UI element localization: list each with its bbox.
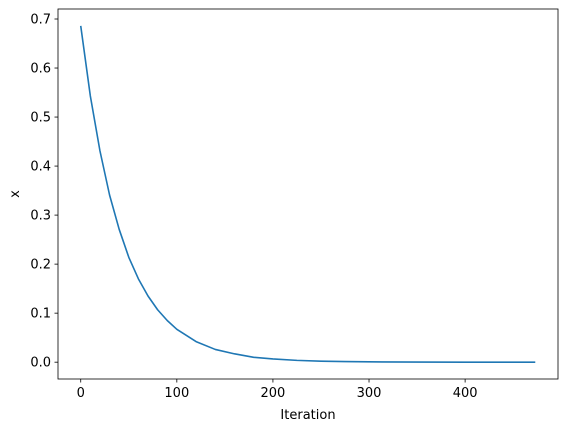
y-axis-label: x [8,190,23,198]
series-line-0 [79,25,536,363]
x-tick-label: 200 [261,386,286,401]
plot-frame [57,8,559,380]
y-tick-label: 0.1 [30,307,51,322]
y-tick-label: 0.4 [30,160,51,175]
y-tick-label: 0.3 [30,209,51,224]
y-tick-label: 0.6 [30,62,51,77]
y-tick-label: 0.2 [30,258,51,273]
y-tick-label: 0.5 [30,111,51,126]
x-tick-label: 0 [77,386,85,401]
y-tick-label: 0.0 [30,356,51,371]
x-tick-label: 100 [164,386,189,401]
x-tick-label: 400 [453,386,478,401]
tick-layer: 0 100 200 300 400 0.0 0.1 0.2 0.3 0.4 0.5 0.6 0.7 [30,13,477,401]
series-layer [79,25,536,363]
y-tick-label: 0.7 [30,13,51,28]
x-axis-label: Iteration [280,408,335,423]
x-tick-label: 300 [357,386,382,401]
